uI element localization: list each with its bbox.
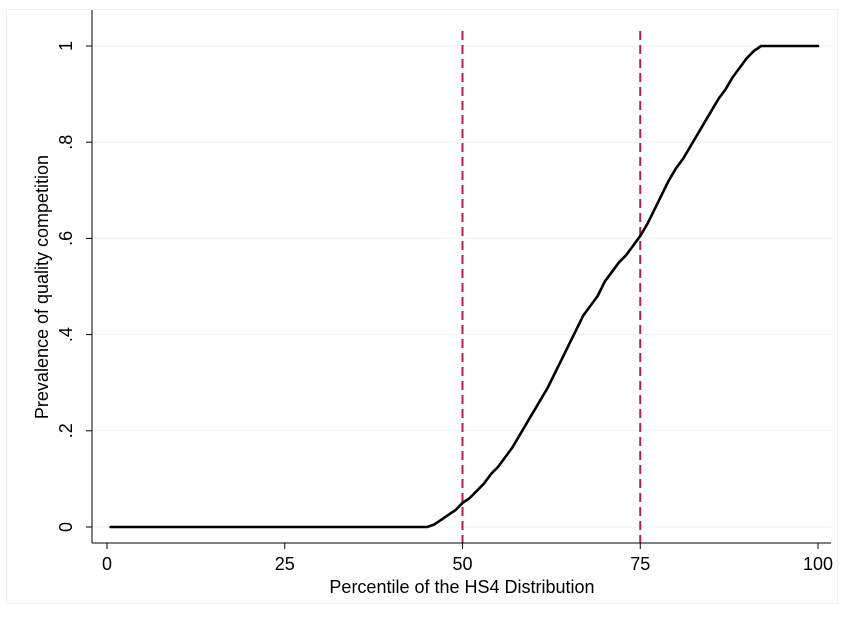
x-tick-label: 100	[803, 554, 833, 574]
series-layer	[109, 44, 820, 529]
y-tick-label: .2	[56, 423, 76, 438]
figure-border	[6, 9, 838, 604]
reference-lines	[461, 31, 642, 543]
x-axis-label: Percentile of the HS4 Distribution	[329, 577, 594, 597]
y-tick-label: 0	[56, 522, 76, 532]
x-tick-label: 0	[102, 554, 112, 574]
y-tick-label: .6	[56, 231, 76, 246]
y-tick-label: .8	[56, 135, 76, 150]
x-tick-label: 50	[452, 554, 472, 574]
y-axis-label: Prevalence of quality competition	[32, 155, 52, 419]
axes	[91, 10, 831, 544]
x-tick-label: 75	[630, 554, 650, 574]
x-tick-label: 25	[275, 554, 295, 574]
y-tick-label: 1	[56, 41, 76, 51]
y-ticks: 0 .2 .4 .6 .8 1	[56, 41, 92, 532]
x-ticks: 0 25 50 75 100	[102, 543, 833, 574]
y-tick-label: .4	[56, 327, 76, 342]
series-line	[109, 44, 820, 529]
